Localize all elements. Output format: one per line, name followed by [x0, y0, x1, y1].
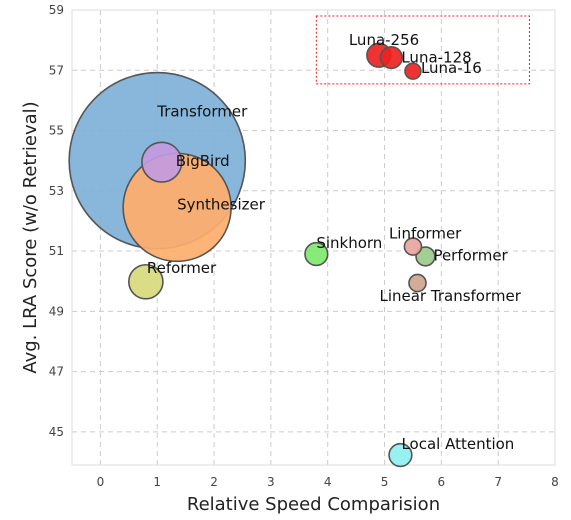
y-tick-label: 45: [49, 425, 64, 439]
y-tick-label: 57: [49, 63, 64, 77]
label-sinkhorn: Sinkhorn: [316, 234, 382, 252]
label-reformer: Reformer: [147, 259, 217, 277]
point-sinkhorn: [304, 241, 329, 267]
label-luna-256: Luna-256: [349, 31, 419, 49]
point-luna-16: [404, 62, 422, 80]
label-luna-128: Luna-128: [401, 49, 471, 67]
point-reformer: [128, 263, 164, 300]
x-axis-title: Relative Speed Comparision: [187, 494, 440, 515]
point-performer: [415, 246, 436, 267]
x-tick-label: 2: [210, 475, 218, 489]
x-tick-label: 5: [381, 475, 389, 489]
y-tick-label: 53: [49, 184, 64, 198]
point-local-attention: [388, 442, 413, 468]
label-local-attention: Local Attention: [401, 435, 514, 453]
data-points: [68, 42, 436, 468]
y-tick-label: 51: [49, 244, 64, 258]
label-luna-16: Luna-16: [421, 59, 482, 77]
x-tick-label: 3: [267, 475, 275, 489]
label-transformer: Transformer: [156, 103, 248, 121]
y-tick-label: 59: [49, 3, 64, 17]
y-tick-label: 47: [49, 365, 64, 379]
point-luna-128: [379, 46, 403, 70]
plot-frame: [71, 9, 556, 466]
point-labels: Transformer Synthesizer BigBird Reformer Sin…: [147, 31, 522, 453]
x-tick-label: 6: [438, 475, 446, 489]
x-tick-label: 7: [494, 475, 502, 489]
point-linformer: [403, 237, 423, 256]
label-performer: Performer: [433, 246, 508, 264]
label-linear-transformer: Linear Transformer: [379, 287, 521, 305]
x-tick-label: 1: [153, 475, 161, 489]
point-bigbird: [141, 141, 183, 183]
y-axis-title: Avg. LRA Score (w/o Retrieval): [20, 101, 41, 373]
y-tick-label: 49: [49, 304, 64, 318]
label-bigbird: BigBird: [176, 152, 230, 170]
label-linformer: Linformer: [389, 225, 462, 243]
x-tick-label: 8: [551, 475, 559, 489]
label-synthesizer: Synthesizer: [177, 195, 266, 213]
point-linear-transformer: [408, 273, 427, 293]
y-tick-label: 55: [49, 124, 64, 138]
x-tick-label: 0: [97, 475, 105, 489]
x-tick-label: 4: [324, 475, 332, 489]
